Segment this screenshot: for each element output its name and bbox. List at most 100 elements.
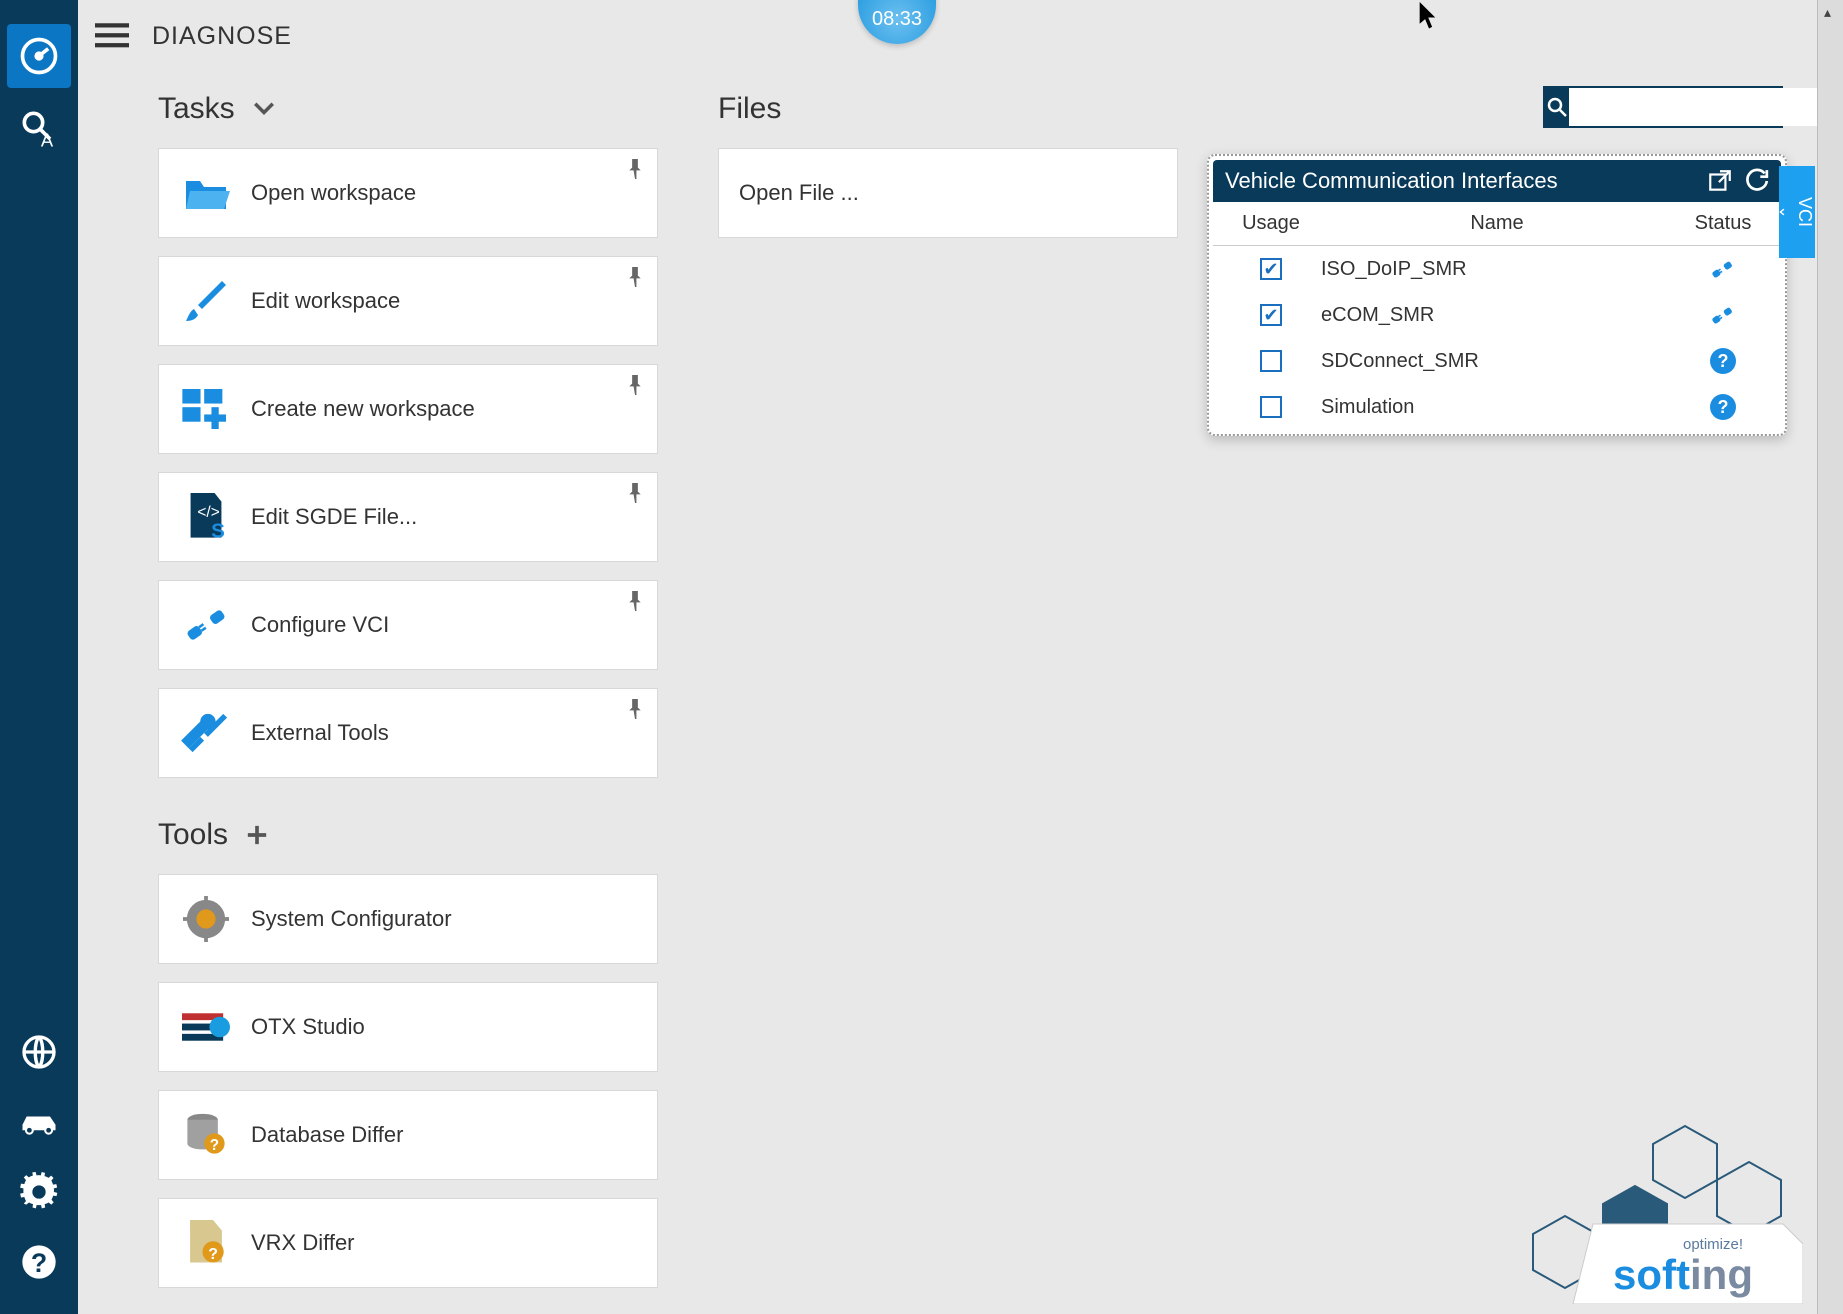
scrollbar[interactable]: ▴ [1817, 0, 1843, 1314]
vci-name: eCOM_SMR [1321, 304, 1673, 327]
workspace-add-icon [182, 389, 230, 429]
task-configure-vci[interactable]: Configure VCI [158, 580, 658, 670]
usage-checkbox[interactable] [1260, 350, 1282, 372]
left-rail: A ? [0, 0, 78, 1314]
folder-open-icon [181, 173, 231, 213]
page-title: DIAGNOSE [152, 22, 292, 51]
task-label: Configure VCI [251, 612, 389, 638]
vci-status [1673, 302, 1773, 328]
svg-text:S: S [211, 520, 225, 541]
usage-checkbox[interactable] [1260, 258, 1282, 280]
pin-icon[interactable] [627, 699, 643, 719]
sidebar-item-diagnose[interactable] [7, 24, 71, 88]
svg-text:?: ? [208, 1246, 218, 1263]
col-usage: Usage [1221, 212, 1321, 235]
popout-icon[interactable] [1707, 168, 1733, 194]
plug-connected-icon [1708, 256, 1738, 282]
svg-text:?: ? [31, 1248, 47, 1278]
vci-status: ? [1673, 394, 1773, 420]
task-label: Create new workspace [251, 396, 475, 422]
vci-name: Simulation [1321, 396, 1673, 419]
plug-connected-icon [1708, 302, 1738, 328]
tool-label: Database Differ [251, 1122, 403, 1148]
svg-text:?: ? [210, 1137, 219, 1154]
vci-row[interactable]: SDConnect_SMR? [1213, 338, 1781, 384]
files-column: Files Open File ... Vehicle Communicatio… [718, 92, 1823, 1314]
task-external-tools[interactable]: External Tools [158, 688, 658, 778]
tool-system-configurator[interactable]: System Configurator [158, 874, 658, 964]
car-icon [17, 1106, 61, 1138]
vci-status [1673, 256, 1773, 282]
content: Tasks Open workspace Edit workspace [78, 72, 1843, 1314]
tools-header: Tools [158, 818, 228, 852]
task-label: External Tools [251, 720, 389, 746]
magnify-a-icon: A [17, 106, 61, 150]
open-file-label: Open File ... [739, 180, 859, 206]
task-label: Edit SGDE File... [251, 504, 417, 530]
tool-otx-studio[interactable]: OTX Studio [158, 982, 658, 1072]
usage-checkbox[interactable] [1260, 396, 1282, 418]
vci-row[interactable]: Simulation? [1213, 384, 1781, 430]
open-file-card[interactable]: Open File ... [718, 148, 1178, 238]
vci-row[interactable]: ISO_DoIP_SMR [1213, 246, 1781, 292]
col-status: Status [1673, 212, 1773, 235]
vci-title: Vehicle Communication Interfaces [1225, 168, 1697, 194]
pin-icon[interactable] [627, 267, 643, 287]
globe-icon [19, 1032, 59, 1072]
hamburger-button[interactable] [90, 14, 134, 58]
usage-checkbox[interactable] [1260, 304, 1282, 326]
pin-icon[interactable] [627, 591, 643, 611]
hamburger-icon [95, 23, 129, 49]
sidebar-item-help[interactable]: ? [7, 1230, 71, 1294]
tasks-header: Tasks [158, 92, 235, 126]
refresh-icon[interactable] [1743, 168, 1769, 194]
vci-row[interactable]: eCOM_SMR [1213, 292, 1781, 338]
scroll-up-icon[interactable]: ▴ [1824, 4, 1831, 21]
sidebar-item-globe[interactable] [7, 1020, 71, 1084]
svg-text:A: A [41, 129, 54, 150]
task-edit-workspace[interactable]: Edit workspace [158, 256, 658, 346]
vci-panel: Vehicle Communication Interfaces Usage N… [1207, 154, 1787, 436]
otx-icon [182, 1009, 230, 1045]
pin-icon[interactable] [627, 375, 643, 395]
status-unknown-icon: ? [1710, 348, 1736, 374]
pin-icon[interactable] [627, 483, 643, 503]
code-file-s-icon: </>S [184, 493, 228, 541]
task-label: Open workspace [251, 180, 416, 206]
files-header: Files [718, 92, 781, 126]
help-icon: ? [19, 1242, 59, 1282]
pin-icon[interactable] [627, 159, 643, 179]
sidebar-item-car[interactable] [7, 1090, 71, 1154]
task-edit-sgde[interactable]: </>S Edit SGDE File... [158, 472, 658, 562]
wrench-screwdriver-icon [181, 710, 231, 756]
sidebar-item-settings[interactable] [7, 1160, 71, 1224]
main-area: DIAGNOSE 08:33 Tasks Open workspace [78, 0, 1843, 1314]
database-q-icon: ? [184, 1113, 228, 1157]
status-unknown-icon: ? [1710, 394, 1736, 420]
cursor-icon [1418, 2, 1440, 30]
chevron-left-icon [1779, 205, 1786, 219]
plus-icon[interactable] [246, 824, 268, 846]
task-open-workspace[interactable]: Open workspace [158, 148, 658, 238]
gear-large-icon [183, 896, 229, 942]
tool-database-differ[interactable]: ? Database Differ [158, 1090, 658, 1180]
top-bar: DIAGNOSE 08:33 [78, 0, 1843, 72]
tasks-column: Tasks Open workspace Edit workspace [158, 92, 658, 1314]
vci-name: ISO_DoIP_SMR [1321, 258, 1673, 281]
vci-status: ? [1673, 348, 1773, 374]
tool-label: System Configurator [251, 906, 452, 932]
task-create-workspace[interactable]: Create new workspace [158, 364, 658, 454]
search-input[interactable] [1569, 88, 1821, 126]
vci-side-tab[interactable]: VCI [1779, 166, 1815, 258]
tool-vrx-differ[interactable]: ? VRX Differ [158, 1198, 658, 1288]
chevron-down-icon[interactable] [253, 102, 275, 116]
task-label: Edit workspace [251, 288, 400, 314]
plug-pair-icon [182, 605, 230, 645]
tool-label: VRX Differ [251, 1230, 355, 1256]
search-box [1543, 86, 1783, 128]
brush-icon [182, 277, 230, 325]
sidebar-item-search-a[interactable]: A [7, 96, 71, 160]
gear-icon [19, 1172, 59, 1212]
search-icon[interactable] [1545, 88, 1569, 126]
clock-bubble: 08:33 [858, 0, 936, 44]
